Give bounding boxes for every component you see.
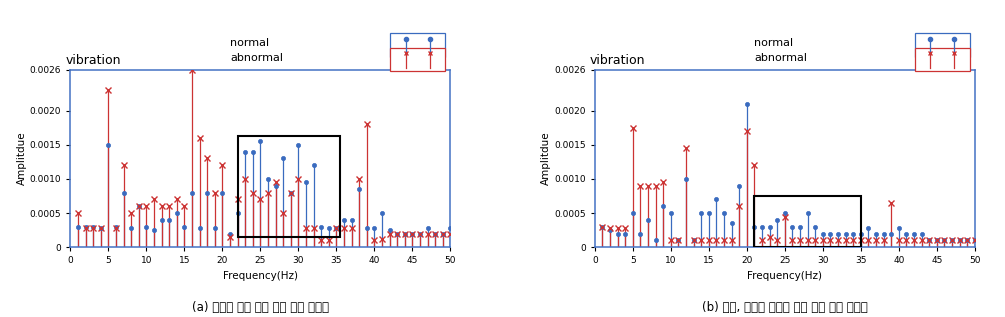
Y-axis label: Amplitdue: Amplitdue — [17, 132, 27, 185]
Text: abnormal: abnormal — [755, 53, 807, 63]
Text: (b) 방진, 방음을 추가한 모터 세트 진동 데이터: (b) 방진, 방음을 추가한 모터 세트 진동 데이터 — [701, 301, 867, 314]
Bar — [237, 136, 340, 237]
X-axis label: Frequency(Hz): Frequency(Hz) — [223, 271, 297, 281]
Y-axis label: Amplitdue: Amplitdue — [542, 132, 552, 185]
Text: normal: normal — [755, 37, 794, 48]
Text: (a) 테이블 위의 모터 세트 진동 데이터: (a) 테이블 위의 모터 세트 진동 데이터 — [192, 301, 329, 314]
X-axis label: Frequency(Hz): Frequency(Hz) — [748, 271, 822, 281]
Text: normal: normal — [230, 37, 269, 48]
Bar — [755, 196, 861, 247]
Text: vibration: vibration — [590, 54, 645, 67]
Text: vibration: vibration — [65, 54, 121, 67]
Text: abnormal: abnormal — [230, 53, 283, 63]
